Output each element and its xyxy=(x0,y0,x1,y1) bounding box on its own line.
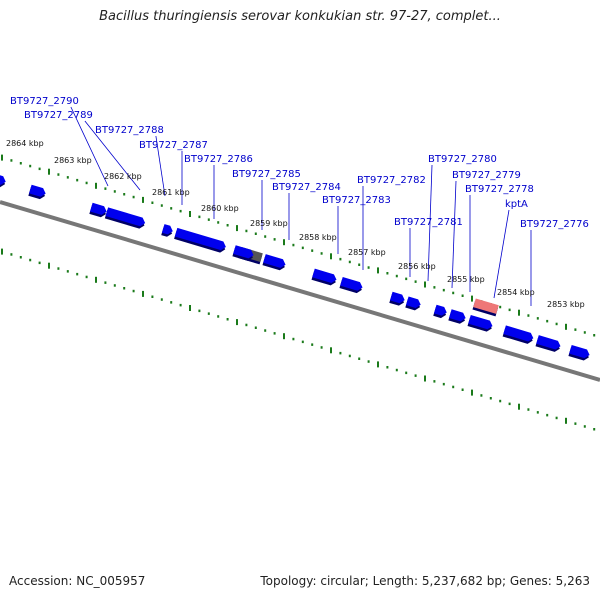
gene-label[interactable]: BT9727_2784 xyxy=(272,182,341,193)
gene-body xyxy=(449,309,466,322)
gene-body xyxy=(90,202,107,215)
gene-arrow[interactable] xyxy=(311,268,338,287)
gene-label[interactable]: BT9727_2790 xyxy=(10,96,79,107)
genome-summary-text: Topology: circular; Length: 5,237,682 bp… xyxy=(260,574,590,588)
kbp-label: 2859 kbp xyxy=(250,219,288,228)
kbp-label: 2856 kbp xyxy=(398,262,436,271)
gene-label[interactable]: BT9727_2780 xyxy=(428,154,497,165)
gene-arrow[interactable] xyxy=(535,335,562,353)
gene-arrow[interactable] xyxy=(448,309,467,325)
kbp-label: 2862 kbp xyxy=(104,172,142,181)
callout-leader-line xyxy=(70,106,109,187)
gene-arrow[interactable] xyxy=(104,207,147,229)
gene-body xyxy=(536,335,561,350)
gene-label[interactable]: BT9727_2783 xyxy=(322,195,391,206)
callout-leader-line xyxy=(451,180,457,289)
gene-arrow[interactable] xyxy=(405,296,422,311)
gene-arrow[interactable] xyxy=(467,314,494,333)
gene-arrow[interactable] xyxy=(433,304,448,319)
gene-body xyxy=(468,314,493,330)
kbp-labels: 2864 kbp 2863 kbp 2862 kbp 2861 kbp 2860 kbp… xyxy=(6,139,585,309)
gene-arrow[interactable] xyxy=(174,227,227,254)
callout-leader-line xyxy=(493,209,510,299)
gene-body xyxy=(569,344,590,359)
map-title: Bacillus thuringiensis serovar konkukian… xyxy=(99,9,501,24)
kbp-label: 2857 kbp xyxy=(348,248,386,257)
gene-arrow[interactable] xyxy=(161,224,174,238)
gene-arrow[interactable] xyxy=(232,245,254,262)
kbp-label: 2860 kbp xyxy=(201,204,239,213)
gene-arrow[interactable] xyxy=(0,173,7,188)
gene-arrow[interactable] xyxy=(568,344,590,362)
callout-leader-line xyxy=(155,135,166,197)
gene-label[interactable]: BT9727_2788 xyxy=(95,125,164,136)
gene-body xyxy=(312,268,337,283)
gene-body xyxy=(29,184,46,197)
gene-body xyxy=(406,296,421,308)
gene-body xyxy=(0,173,6,185)
gene-arrow[interactable] xyxy=(389,291,406,307)
gene-body xyxy=(473,298,499,314)
gene-body xyxy=(263,254,286,268)
callout-leader-line xyxy=(427,164,433,282)
gene-arrow[interactable] xyxy=(339,276,363,294)
genome-backbone xyxy=(0,200,600,382)
gene-body xyxy=(390,291,405,304)
gene-label[interactable]: kptA xyxy=(505,199,528,210)
gene-label[interactable]: BT9727_2785 xyxy=(232,169,301,180)
gene-arrow[interactable] xyxy=(502,325,535,345)
callout-leader-line xyxy=(84,120,141,191)
gene-body xyxy=(503,325,534,342)
gene-body xyxy=(161,224,173,235)
gene-body xyxy=(105,207,146,227)
gene-body xyxy=(433,304,447,316)
gene-body xyxy=(174,227,226,251)
kbp-label: 2863 kbp xyxy=(54,156,92,165)
kbp-label: 2861 kbp xyxy=(152,188,190,197)
accession-text: Accession: NC_005957 xyxy=(9,574,146,588)
gene-label[interactable]: BT9727_2782 xyxy=(357,175,426,186)
gene-label[interactable]: BT9727_2786 xyxy=(184,154,253,165)
kbp-tick-track xyxy=(1,154,596,431)
gene-body xyxy=(233,245,254,259)
gene-label[interactable]: BT9727_2781 xyxy=(394,217,463,228)
gene-body xyxy=(340,276,363,291)
gene-arrow[interactable] xyxy=(28,184,47,201)
gene-label[interactable]: BT9727_2778 xyxy=(465,184,534,195)
gene-arrow[interactable] xyxy=(262,254,286,271)
gene-track xyxy=(0,173,590,362)
gene-label[interactable]: BT9727_2787 xyxy=(139,140,208,151)
highlighted-gene[interactable] xyxy=(472,298,499,317)
kbp-label: 2864 kbp xyxy=(6,139,44,148)
gene-label[interactable]: BT9727_2789 xyxy=(24,110,93,121)
kbp-label: 2854 kbp xyxy=(497,288,535,297)
kbp-label: 2858 kbp xyxy=(299,233,337,242)
kbp-label: 2853 kbp xyxy=(547,300,585,309)
gene-arrow[interactable] xyxy=(89,202,108,219)
gene-label[interactable]: BT9727_2779 xyxy=(452,170,521,181)
gene-label[interactable]: BT9727_2776 xyxy=(520,219,589,230)
kbp-label: 2855 kbp xyxy=(447,275,485,284)
